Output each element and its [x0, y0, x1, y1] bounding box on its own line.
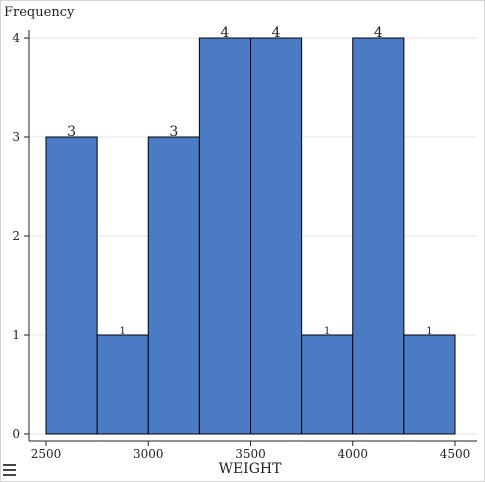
bar [147, 136, 200, 435]
bar-data-label: 1 [324, 326, 330, 337]
bar-data-label: 1 [120, 326, 126, 337]
bar [198, 37, 251, 435]
x-tick-label: 4000 [337, 447, 368, 461]
axes: 0 1 2 3 4 2500 3000 3500 4000 4500 [12, 30, 477, 461]
x-axis-label: WEIGHT [219, 461, 283, 477]
bar-data-label: 3 [169, 124, 178, 140]
bar-data-label: 4 [374, 25, 383, 41]
menu-line [3, 469, 16, 471]
y-axis-label: Frequency [4, 5, 75, 20]
menu-line [3, 464, 16, 466]
y-tick-label: 1 [12, 328, 20, 342]
histogram-bars [45, 37, 456, 435]
bar-data-labels: 3 1 3 4 4 1 4 1 [67, 25, 433, 337]
bar-data-label: 4 [272, 25, 281, 41]
bar-data-label: 1 [426, 326, 432, 337]
bar [250, 37, 303, 435]
bar [45, 136, 98, 435]
bar-data-label: 4 [220, 25, 229, 41]
bar [96, 334, 149, 435]
y-tick-label: 0 [12, 427, 20, 441]
x-tick-label: 2500 [31, 447, 62, 461]
y-tick-label: 3 [12, 130, 20, 144]
bar [352, 37, 405, 435]
bar-data-label: 3 [67, 124, 76, 140]
bar [301, 334, 354, 435]
x-tick-label: 3500 [235, 447, 266, 461]
x-tick-label: 3000 [133, 447, 164, 461]
x-tick-label: 4500 [440, 447, 471, 461]
y-tick-label: 4 [12, 31, 20, 45]
y-tick-label: 2 [12, 229, 20, 243]
menu-line [3, 474, 16, 476]
bar [403, 334, 456, 435]
hamburger-menu-icon[interactable] [3, 464, 16, 476]
